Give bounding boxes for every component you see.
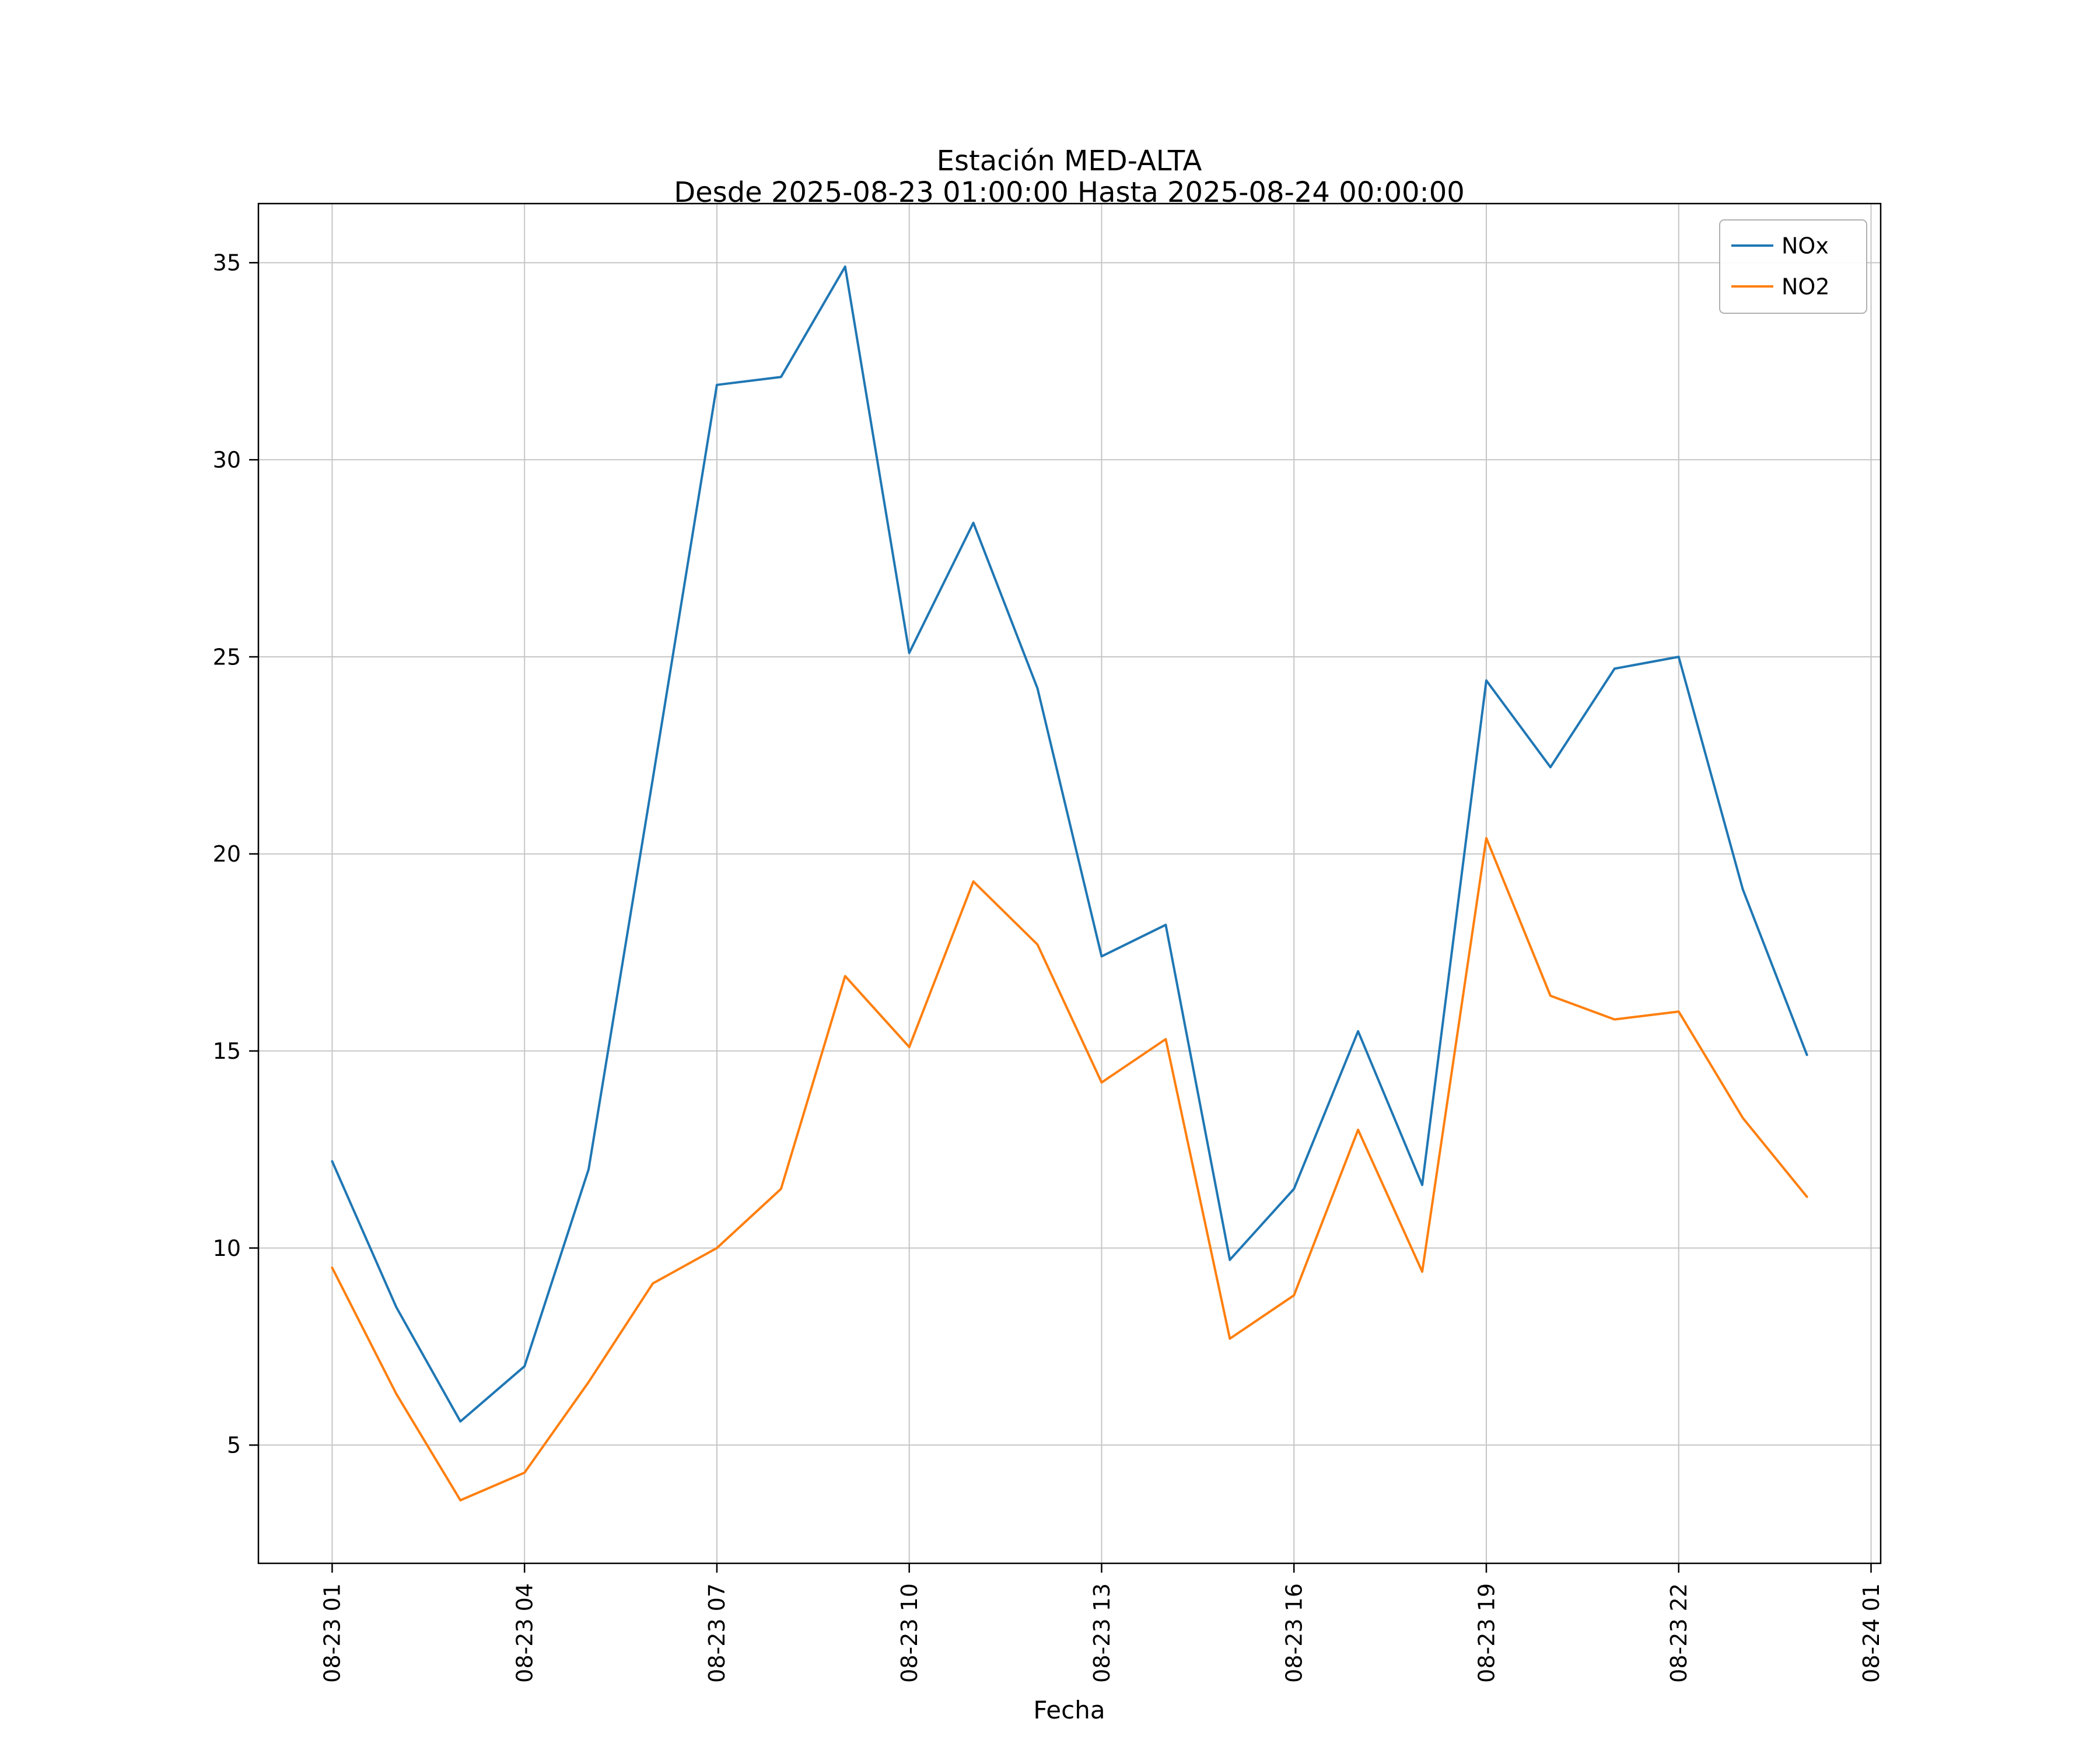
x-tick-label: 08-23 19 — [1474, 1583, 1499, 1683]
y-tick-label: 5 — [227, 1433, 241, 1458]
x-tick-label: 08-23 10 — [897, 1583, 922, 1683]
x-axis-label: Fecha — [1033, 1696, 1105, 1724]
data-series — [331, 265, 1808, 1502]
x-tick-label: 08-23 07 — [704, 1583, 730, 1683]
y-tick-label: 15 — [213, 1038, 241, 1064]
y-tick-label: 35 — [213, 250, 241, 276]
legend-box — [1719, 219, 1867, 314]
y-tick-label: 30 — [213, 447, 241, 473]
chart-title: Estación MED-ALTA — [937, 145, 1202, 177]
x-tick-label: 08-23 16 — [1282, 1583, 1307, 1683]
x-tick-label: 08-23 04 — [512, 1583, 537, 1683]
legend-label-nox: NOx — [1782, 233, 1829, 258]
legend: NOx NO2 — [1719, 219, 1867, 314]
y-tick-label: 20 — [213, 841, 241, 867]
plot-frame — [257, 202, 1882, 1564]
y-tick-label: 10 — [213, 1236, 241, 1261]
y-tick-label: 25 — [213, 644, 241, 670]
grid-lines — [258, 204, 1881, 1563]
axes: 08-23 01 08-23 04 08-23 07 08-23 10 08-23 13… — [213, 202, 1884, 1683]
nox-series-line — [331, 265, 1808, 1423]
x-tick-label: 08-23 01 — [320, 1583, 345, 1683]
x-tick-label: 08-23 13 — [1089, 1583, 1115, 1683]
legend-label-no2: NO2 — [1782, 274, 1830, 299]
x-tick-label: 08-23 22 — [1666, 1583, 1692, 1683]
chart-subtitle: Desde 2025-08-23 01:00:00 Hasta 2025-08-… — [674, 176, 1465, 209]
no2-series-line — [331, 836, 1808, 1502]
x-tick-label: 08-24 01 — [1859, 1583, 1884, 1683]
